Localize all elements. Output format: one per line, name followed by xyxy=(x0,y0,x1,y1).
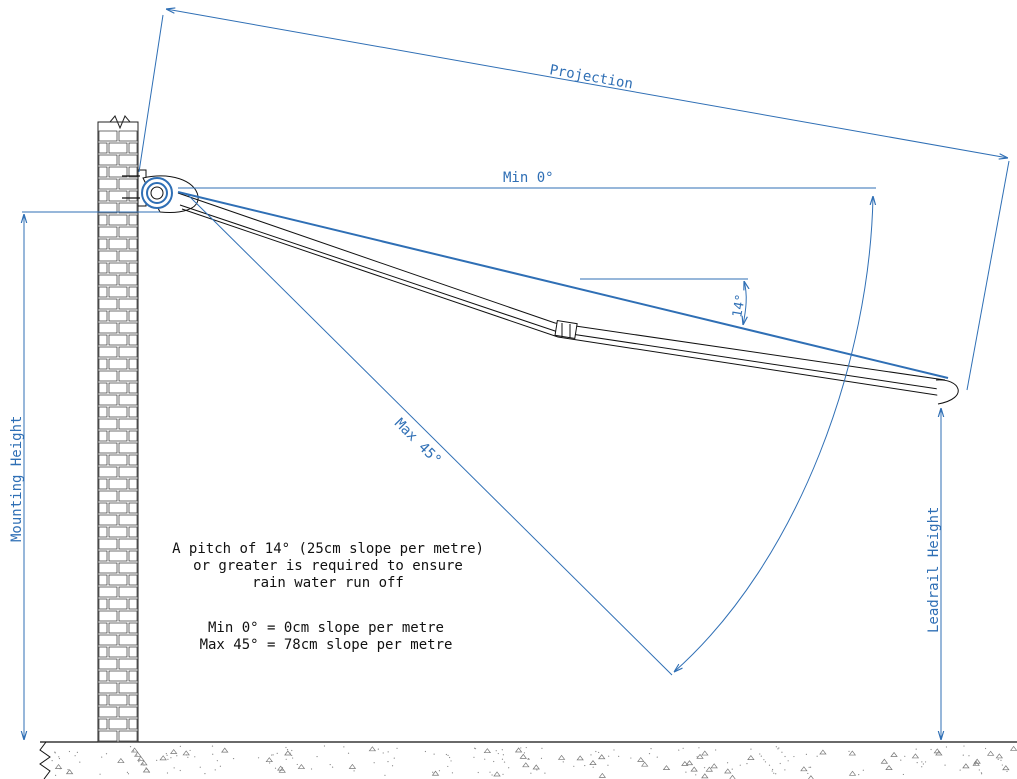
front-bar xyxy=(936,380,958,404)
note-line-5: Max 45° = 78cm slope per metre xyxy=(200,637,453,653)
note-line-4: Min 0° = 0cm slope per metre xyxy=(208,620,444,636)
pitch-angle-label: 14° xyxy=(730,293,749,319)
note-line-2: or greater is required to ensure xyxy=(193,558,463,574)
min-angle-dimension: Min 0° xyxy=(178,170,876,188)
note-line-1: A pitch of 14° (25cm slope per metre) xyxy=(172,541,484,557)
note-line-3: rain water run off xyxy=(252,575,404,591)
pitch-note: A pitch of 14° (25cm slope per metre) or… xyxy=(172,541,484,653)
min-angle-label: Min 0° xyxy=(503,170,554,186)
leadrail-height-dimension: Leadrail Height xyxy=(926,408,942,740)
projection-label: Projection xyxy=(548,62,634,92)
leadrail-height-label: Leadrail Height xyxy=(926,507,942,633)
pitch-angle-dimension: 14° xyxy=(580,279,749,325)
max-angle-dimension: Max 45° xyxy=(188,195,873,675)
awning-fabric xyxy=(178,192,948,378)
ground xyxy=(40,742,1017,779)
mounting-height-label: Mounting Height xyxy=(9,416,25,542)
awning-arm xyxy=(178,193,945,396)
brick-wall xyxy=(98,116,138,742)
